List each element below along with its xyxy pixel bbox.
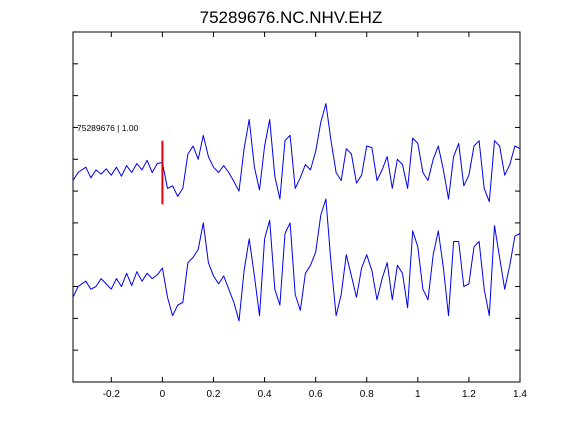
x-tick-label: 0 bbox=[160, 389, 166, 400]
y-axis-ticks bbox=[73, 63, 520, 351]
waveform-series bbox=[72, 103, 521, 322]
x-tick-label: 0.6 bbox=[309, 389, 323, 400]
x-tick-label: 0.2 bbox=[207, 389, 221, 400]
x-tick-label: 0.8 bbox=[360, 389, 374, 400]
waveform-trace-bottom bbox=[72, 198, 521, 322]
plot-area bbox=[72, 31, 521, 383]
x-tick-label: 1.4 bbox=[513, 389, 527, 400]
waveform-trace-top bbox=[72, 103, 521, 203]
chart-title: 75289676.NC.NHV.EHZ bbox=[200, 8, 383, 27]
x-axis: -0.2 0 0.2 0.4 0.6 0.8 1 1.2 1.4 bbox=[103, 32, 527, 400]
x-tick-label: 1.2 bbox=[462, 389, 476, 400]
x-tick-label: -0.2 bbox=[103, 389, 121, 400]
x-tick-label: 1 bbox=[415, 389, 421, 400]
trace-annotation: 75289676 | 1.00 bbox=[77, 123, 139, 133]
x-tick-label: 0.4 bbox=[258, 389, 272, 400]
